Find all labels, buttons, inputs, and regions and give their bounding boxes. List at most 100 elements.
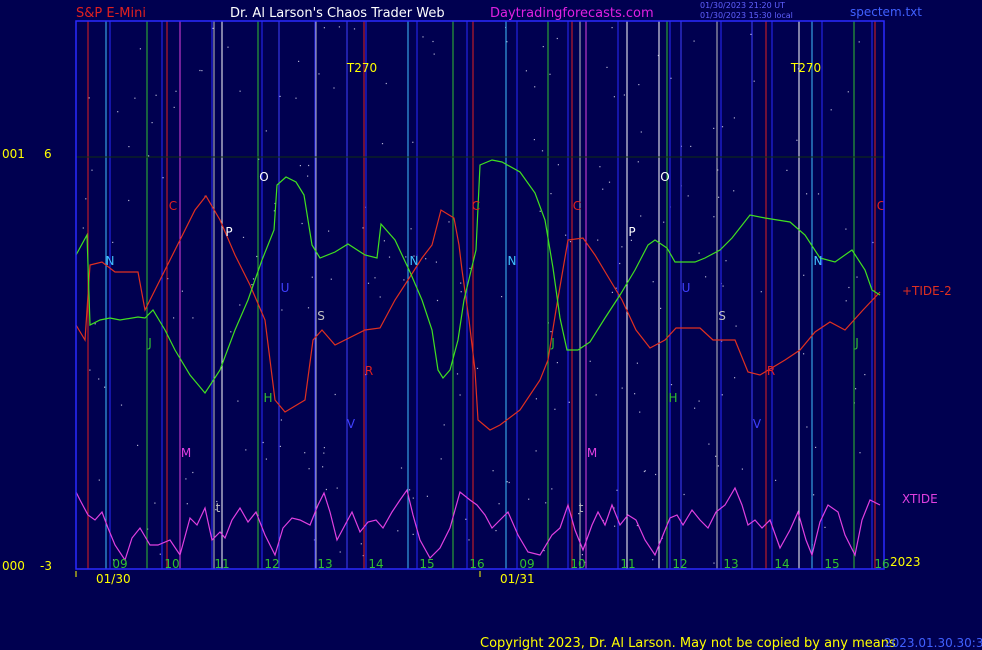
star-dot — [733, 117, 735, 119]
star-dot — [611, 27, 613, 29]
star-dot — [85, 198, 87, 200]
star-dot — [718, 196, 720, 198]
star-dot — [239, 304, 241, 306]
star-dot — [199, 69, 201, 72]
y-label-6: 6 — [44, 147, 52, 161]
star-dot — [495, 530, 497, 532]
star-dot — [721, 340, 723, 342]
star-dot — [847, 91, 849, 93]
star-dot — [639, 411, 641, 413]
series-line-green — [75, 159, 881, 395]
planet-label: R — [767, 364, 775, 378]
date-label-0131: 01/31 — [500, 572, 535, 586]
hour-tick-label: 14 — [774, 557, 789, 571]
hour-tick-label: 13 — [317, 557, 332, 571]
star-dot — [185, 478, 187, 480]
y-label-neg3: -3 — [40, 559, 52, 573]
star-dot — [643, 470, 645, 473]
series-group: +TIDE-2 XTIDE — [75, 159, 952, 562]
star-dot — [670, 384, 673, 386]
star-dot — [815, 446, 817, 448]
star-dot — [549, 73, 551, 75]
star-dot — [506, 41, 508, 43]
star-dot — [542, 46, 544, 48]
planet-label: H — [668, 391, 677, 405]
author-title: Dr. Al Larson's Chaos Trader Web — [230, 6, 445, 21]
site-title: Daytradingforecasts.com — [490, 6, 654, 21]
star-dot — [803, 274, 805, 276]
star-dot — [301, 222, 303, 225]
planet-label: C — [169, 199, 177, 213]
star-dot — [637, 161, 639, 163]
plot-frame — [75, 20, 885, 570]
star-dot — [412, 141, 414, 143]
star-dot — [619, 262, 621, 265]
star-dot — [443, 424, 445, 426]
planet-label: M — [587, 446, 597, 460]
star-dot — [550, 331, 552, 333]
star-dot — [374, 277, 376, 279]
star-dot — [690, 145, 692, 147]
star-dot — [735, 325, 737, 327]
star-dot — [750, 33, 752, 35]
star-dot — [323, 452, 325, 454]
star-dot — [535, 398, 537, 400]
star-dot — [279, 445, 281, 447]
star-dot — [616, 489, 618, 491]
star-dot — [535, 450, 537, 452]
star-dot — [298, 60, 300, 62]
star-dot — [432, 40, 434, 43]
star-dot — [760, 291, 762, 293]
star-dot — [725, 260, 727, 262]
star-dot — [803, 353, 805, 355]
star-dot — [281, 309, 283, 311]
star-dot — [806, 426, 808, 428]
star-dot — [465, 518, 467, 520]
star-dot — [817, 193, 820, 195]
planet-labels: N J C Mt P O H U S V T270 R N C N J Ct M P O H U S V R T270 N J C — [106, 61, 886, 515]
planet-label: T270 — [346, 61, 377, 75]
star-dot — [334, 393, 336, 396]
star-dot — [543, 550, 545, 552]
star-dot — [717, 169, 719, 171]
planet-label: O — [660, 170, 669, 184]
hour-tick-label: 16 — [874, 557, 889, 571]
star-dot — [91, 169, 93, 171]
star-dot — [644, 470, 646, 472]
star-dot — [753, 80, 755, 82]
star-dot — [173, 317, 175, 319]
star-dot — [824, 526, 826, 528]
star-dot — [440, 458, 442, 460]
star-dot — [683, 493, 685, 496]
star-dot — [322, 466, 324, 468]
star-dot — [307, 307, 310, 309]
star-dot — [400, 467, 403, 469]
star-dot — [856, 276, 858, 278]
star-dot — [848, 286, 850, 289]
star-dot — [256, 255, 258, 258]
star-dot — [162, 177, 164, 179]
star-dot — [705, 276, 707, 278]
star-dot — [687, 195, 689, 197]
planet-label: N — [106, 254, 115, 268]
star-dot — [433, 53, 435, 55]
star-dot — [717, 465, 719, 467]
star-dot — [379, 296, 381, 298]
planet-label: J — [854, 336, 859, 350]
star-dot — [212, 27, 214, 29]
hour-tick-label: 11 — [620, 557, 635, 571]
star-dot — [468, 539, 470, 541]
planet-label: S — [718, 309, 726, 323]
star-dot — [304, 452, 306, 454]
star-dot — [640, 215, 642, 217]
star-dot — [602, 188, 604, 190]
hour-tick-label: 10 — [570, 557, 585, 571]
star-dot — [606, 66, 608, 68]
star-dot — [215, 509, 217, 511]
star-dot — [636, 362, 638, 364]
star-dot — [584, 561, 586, 563]
planet-label: V — [347, 417, 356, 431]
star-dot — [713, 562, 715, 564]
star-dot — [569, 241, 572, 243]
star-dot — [460, 282, 462, 284]
